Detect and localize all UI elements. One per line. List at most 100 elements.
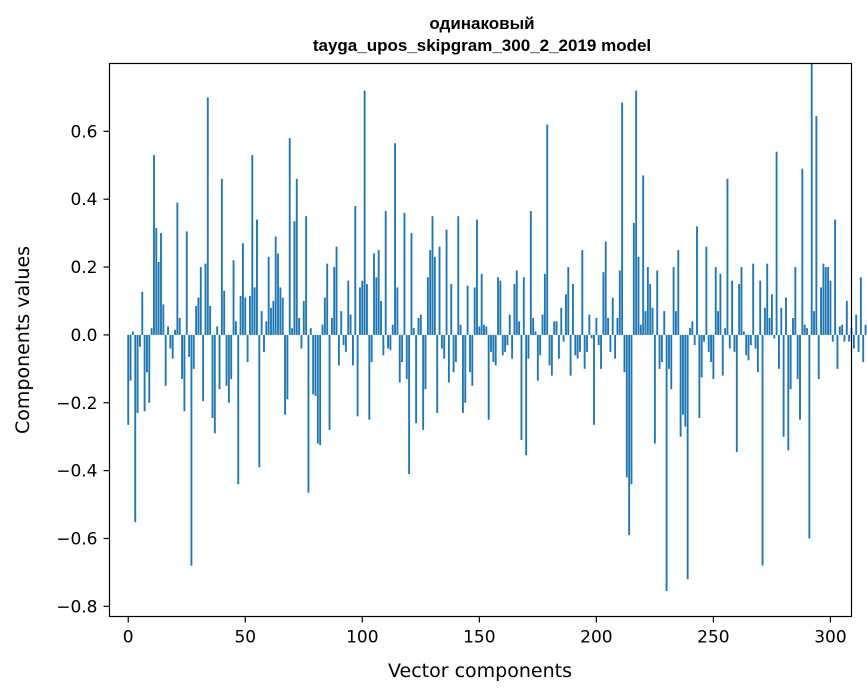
bar-10 <box>150 328 153 335</box>
bar-156 <box>492 334 495 363</box>
bar-218 <box>637 256 640 335</box>
bar-24 <box>183 334 186 412</box>
bar-178 <box>543 273 546 335</box>
bar-256 <box>726 178 729 335</box>
bar-118 <box>403 212 406 335</box>
bar-195 <box>583 334 586 369</box>
bar-144 <box>464 334 467 403</box>
bar-109 <box>382 334 385 356</box>
bar-214 <box>628 334 631 536</box>
bar-262 <box>740 267 743 335</box>
bar-270 <box>759 280 762 335</box>
bar-65 <box>279 287 282 335</box>
bar-73 <box>298 317 301 335</box>
bar-50 <box>244 297 247 335</box>
bar-86 <box>328 334 331 430</box>
bar-44 <box>230 334 233 380</box>
bar-184 <box>557 334 560 359</box>
bar-302 <box>834 219 837 335</box>
bar-264 <box>745 334 748 356</box>
bar-229 <box>663 311 666 335</box>
bar-289 <box>803 324 806 335</box>
bar-313 <box>859 277 862 335</box>
bar-181 <box>550 334 553 376</box>
bar-191 <box>574 334 577 356</box>
bar-136 <box>445 229 448 335</box>
bar-7 <box>143 334 146 412</box>
bar-303 <box>836 334 839 369</box>
bar-59 <box>265 321 268 335</box>
bar-271 <box>761 334 764 566</box>
bar-91 <box>340 311 343 335</box>
bar-230 <box>665 334 668 592</box>
bar-281 <box>785 297 787 335</box>
bar-241 <box>691 321 694 335</box>
bar-28 <box>192 334 195 369</box>
bar-163 <box>508 314 511 335</box>
bar-35 <box>209 306 212 335</box>
bar-311 <box>855 314 858 335</box>
bar-90 <box>337 334 340 366</box>
bar-51 <box>246 334 249 363</box>
bar-312 <box>857 334 860 352</box>
bar-49 <box>241 243 244 335</box>
bar-72 <box>295 178 298 335</box>
bar-227 <box>658 334 661 369</box>
bar-62 <box>272 300 275 335</box>
bar-25 <box>185 231 188 335</box>
bar-75 <box>302 300 305 335</box>
bar-247 <box>705 246 708 335</box>
bar-12 <box>155 228 158 335</box>
y-tick-label: 0.0 <box>70 326 97 346</box>
bar-66 <box>281 297 284 335</box>
bar-41 <box>223 290 226 335</box>
bar-30 <box>197 297 200 335</box>
bar-60 <box>267 256 270 335</box>
bar-306 <box>843 334 846 342</box>
bar-179 <box>546 124 549 335</box>
bar-189 <box>569 334 572 376</box>
bar-89 <box>335 246 338 335</box>
bar-215 <box>630 334 633 485</box>
bar-174 <box>534 331 537 335</box>
bar-304 <box>838 326 841 335</box>
bar-206 <box>609 334 612 352</box>
bar-26 <box>188 334 191 357</box>
bar-240 <box>689 328 691 335</box>
bar-286 <box>796 334 799 380</box>
bar-310 <box>852 334 855 349</box>
bar-295 <box>817 334 820 380</box>
bar-52 <box>249 295 251 335</box>
bar-185 <box>560 307 563 335</box>
bar-244 <box>698 334 701 419</box>
bar-70 <box>291 328 294 335</box>
bar-158 <box>497 277 499 335</box>
bar-274 <box>768 317 771 335</box>
bar-208 <box>614 334 617 359</box>
bar-55 <box>256 219 258 335</box>
bar-298 <box>824 267 827 335</box>
bar-132 <box>436 334 439 413</box>
bar-166 <box>515 270 518 335</box>
bar-138 <box>450 284 453 335</box>
bar-58 <box>263 334 265 352</box>
bar-260 <box>735 334 738 452</box>
bar-123 <box>415 334 418 424</box>
bar-225 <box>653 334 656 444</box>
bar-175 <box>536 334 539 381</box>
bars-group <box>127 63 867 592</box>
bar-226 <box>656 270 659 335</box>
bar-204 <box>604 241 607 335</box>
bar-152 <box>483 324 485 335</box>
bar-151 <box>480 273 483 335</box>
y-tick-label: 0.4 <box>70 190 97 210</box>
bar-278 <box>778 334 780 369</box>
bar-126 <box>422 334 425 430</box>
bar-93 <box>344 334 347 352</box>
y-tick-label: 0.2 <box>70 258 97 278</box>
bar-115 <box>396 287 399 335</box>
bar-234 <box>675 311 677 335</box>
bar-203 <box>602 272 605 335</box>
bar-197 <box>588 314 591 335</box>
y-axis-ticks: −0.8 −0.6 −0.4 −0.2 0.0 0.2 0.4 0.6 <box>56 122 110 617</box>
